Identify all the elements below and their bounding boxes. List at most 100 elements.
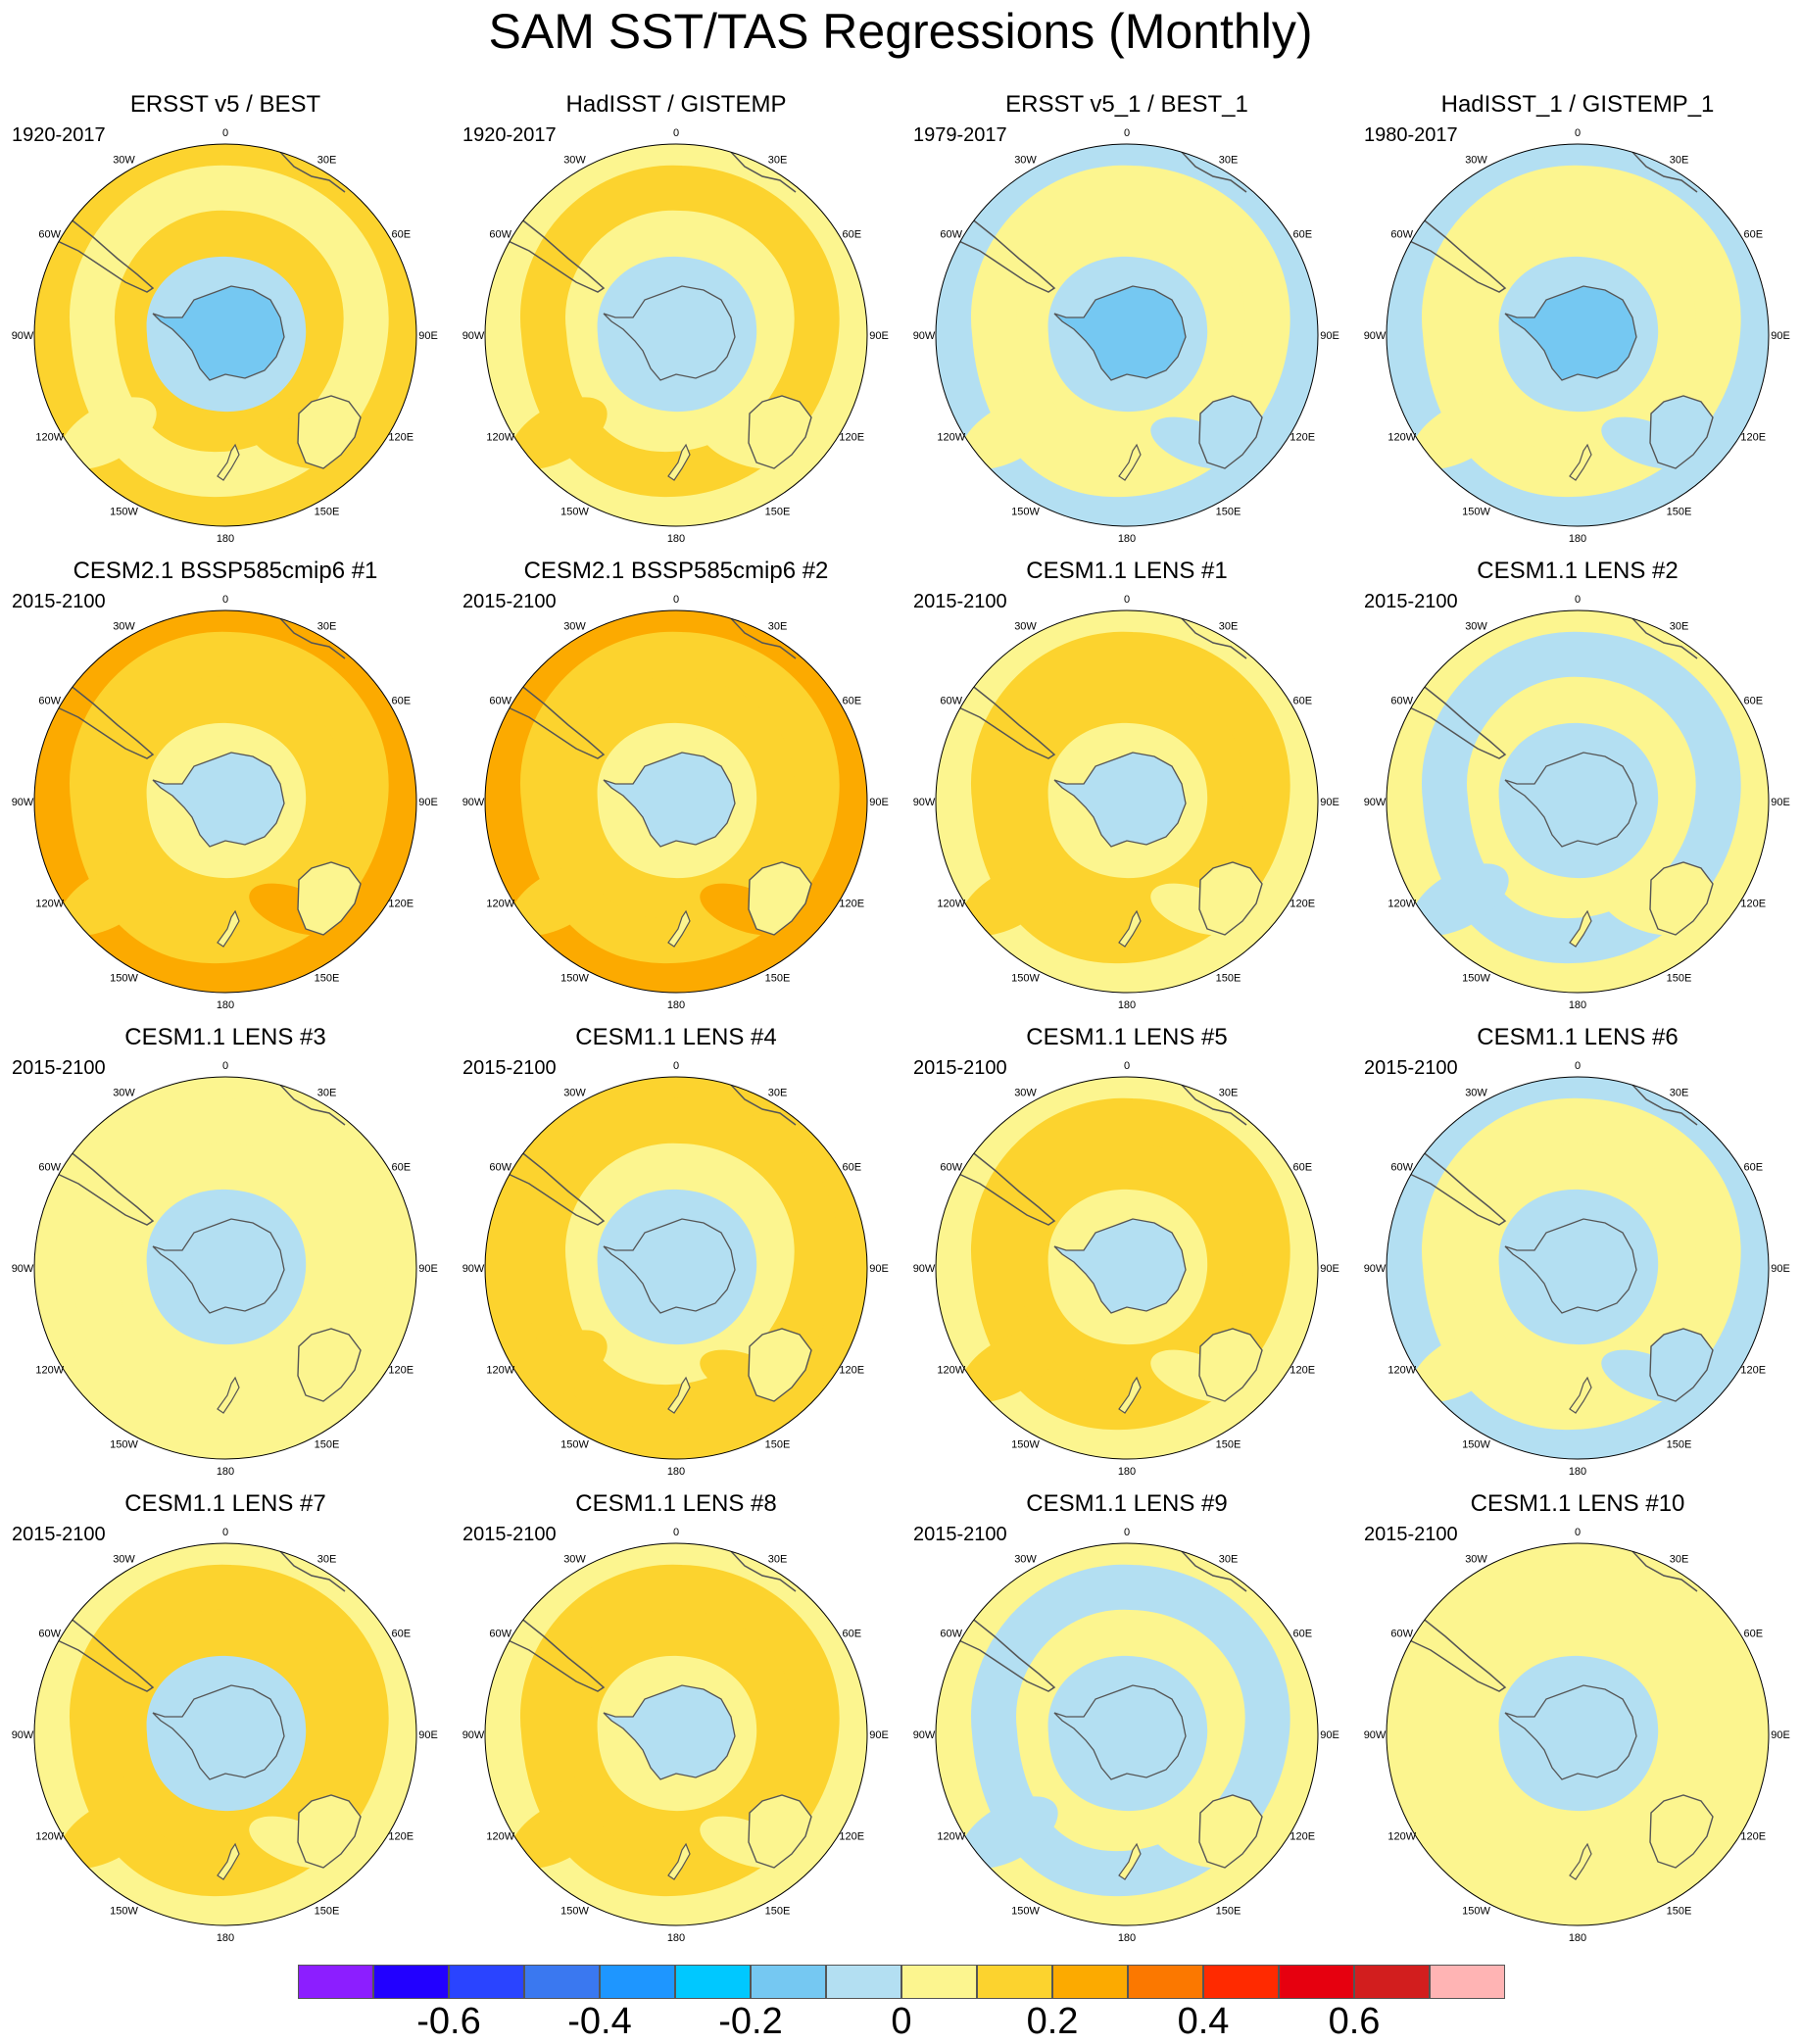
australia-landmass: [1649, 1328, 1714, 1402]
longitude-label: 180: [1118, 1466, 1136, 1478]
longitude-label: 180: [217, 533, 234, 545]
longitude-label: 0: [222, 594, 228, 606]
longitude-label: 150E: [765, 1905, 791, 1917]
south-america-coast: [48, 1616, 155, 1692]
longitude-label: 120W: [937, 1365, 965, 1377]
longitude-label: 30W: [1465, 621, 1487, 633]
antarctica-landmass: [603, 1684, 736, 1780]
panel-period: 1979-2017: [913, 124, 1007, 146]
panel-title: CESM1.1 LENS #3: [124, 1024, 326, 1050]
polar-map: 0 30E 60E 90E 120E 150E 180 150W 120W 90W 60W 30W: [462, 1527, 889, 1944]
longitude-label: 150W: [110, 1438, 138, 1450]
longitude-label: 30E: [768, 621, 788, 633]
new-zealand-landmass: [217, 1842, 240, 1880]
south-america-coast: [1400, 1616, 1507, 1692]
field-blob: [1411, 1330, 1509, 1402]
polar-map: 0 30E 60E 90E 120E 150E 180 150W 120W 90W 60W 30W: [913, 1527, 1339, 1944]
africa-coast: [278, 616, 346, 659]
longitude-label: 180: [667, 533, 685, 545]
longitude-label: 150W: [1011, 1905, 1040, 1917]
longitude-label: 0: [1124, 1060, 1130, 1072]
map-panel: 0 30E 60E 90E 120E 150E 180 150W 120W 90W 60W 30W CE…: [451, 1489, 901, 1950]
longitude-label: 120E: [388, 899, 414, 910]
longitude-label: 150E: [1667, 972, 1692, 984]
south-america-coast: [949, 1149, 1056, 1226]
colorbar-swatch: [373, 1965, 449, 1999]
longitude-label: 90W: [913, 330, 936, 342]
longitude-label: 60W: [940, 696, 962, 707]
longitude-label: 60W: [489, 229, 511, 241]
longitude-label: 90W: [462, 1263, 485, 1275]
longitude-label: 30E: [1219, 1088, 1239, 1099]
australia-landmass: [1649, 861, 1714, 936]
africa-coast: [1180, 1549, 1247, 1592]
australia-landmass: [1198, 1794, 1263, 1869]
longitude-label: 180: [1569, 1466, 1586, 1478]
field-blob: [59, 1796, 157, 1869]
field-blob: [960, 397, 1058, 469]
colorbar-swatch: [826, 1965, 901, 1999]
longitude-label: 30E: [1219, 1554, 1239, 1566]
australia-landmass: [748, 395, 812, 469]
field-layers: [936, 144, 1318, 526]
new-zealand-landmass: [1118, 443, 1142, 481]
field-layers: [1387, 1077, 1769, 1459]
field-layers: [936, 1543, 1318, 1925]
new-zealand-landmass: [667, 1376, 691, 1414]
longitude-label: 150E: [765, 506, 791, 517]
longitude-label: 90E: [869, 1729, 889, 1741]
field-layers: [485, 1543, 867, 1925]
panel-title: CESM1.1 LENS #4: [575, 1024, 777, 1050]
longitude-label: 60E: [1743, 696, 1763, 707]
new-zealand-landmass: [1569, 909, 1592, 948]
longitude-label: 90W: [462, 330, 485, 342]
longitude-label: 30W: [1465, 155, 1487, 167]
longitude-label: 90E: [1771, 797, 1790, 808]
panel-period: 2015-2100: [462, 591, 557, 612]
map-panel: 0 30E 60E 90E 120E 150E 180 150W 120W 90W 60W 30W Ha…: [451, 90, 901, 551]
field-ring: [520, 165, 840, 498]
australia-landmass: [1198, 1328, 1263, 1402]
field-layers: [34, 144, 416, 526]
antarctica-landmass: [1504, 285, 1637, 381]
polar-map: 0 30E 60E 90E 120E 150E 180 150W 120W 90W 60W 30W: [913, 1060, 1339, 1478]
map-panel: 0 30E 60E 90E 120E 150E 180 150W 120W 90W 60W 30W CE…: [1352, 1489, 1801, 1950]
longitude-label: 0: [1124, 1527, 1130, 1538]
longitude-label: 90W: [913, 1729, 936, 1741]
new-zealand-landmass: [667, 443, 691, 481]
longitude-label: 120E: [388, 432, 414, 444]
panel-title: ERSST v5_1 / BEST_1: [1005, 91, 1248, 118]
map-boundary: [33, 1076, 417, 1460]
map-boundary: [1386, 609, 1770, 994]
longitude-label: 30E: [768, 1088, 788, 1099]
colorbar-swatch: [901, 1965, 977, 1999]
map-panel: 0 30E 60E 90E 120E 150E 180 150W 120W 90W 60W 30W CE…: [901, 1023, 1352, 1484]
polar-map: 0 30E 60E 90E 120E 150E 180 150W 120W 90W 60W 30W: [1364, 594, 1790, 1011]
new-zealand-landmass: [667, 909, 691, 948]
panel-period: 2015-2100: [462, 1524, 557, 1545]
field-layers: [34, 1543, 416, 1925]
africa-coast: [1631, 150, 1698, 193]
longitude-label: 180: [1569, 999, 1586, 1011]
map-panel: 0 30E 60E 90E 120E 150E 180 150W 120W 90W 60W 30W CE…: [1352, 1023, 1801, 1484]
longitude-label: 30E: [317, 1088, 337, 1099]
australia-landmass: [297, 1794, 362, 1869]
colorbar-swatch: [524, 1965, 600, 1999]
panel-period: 2015-2100: [913, 591, 1007, 612]
longitude-label: 120W: [35, 1365, 64, 1377]
map-boundary: [1386, 1076, 1770, 1460]
africa-coast: [1180, 1083, 1247, 1126]
new-zealand-landmass: [1569, 443, 1592, 481]
longitude-label: 150E: [315, 506, 340, 517]
new-zealand-landmass: [1569, 1376, 1592, 1414]
panel-title: CESM1.1 LENS #2: [1477, 558, 1679, 584]
field-layers: [485, 1077, 867, 1459]
colorbar-swatch: [1430, 1965, 1505, 1999]
longitude-label: 30W: [113, 155, 135, 167]
longitude-label: 150E: [1216, 972, 1241, 984]
polar-map: 0 30E 60E 90E 120E 150E 180 150W 120W 90W 60W 30W: [1364, 1527, 1790, 1944]
polar-map: 0 30E 60E 90E 120E 150E 180 150W 120W 90W 60W 30W: [1364, 1060, 1790, 1478]
longitude-label: 150W: [1011, 1438, 1040, 1450]
map-boundary: [935, 1542, 1319, 1926]
longitude-label: 60W: [38, 696, 61, 707]
